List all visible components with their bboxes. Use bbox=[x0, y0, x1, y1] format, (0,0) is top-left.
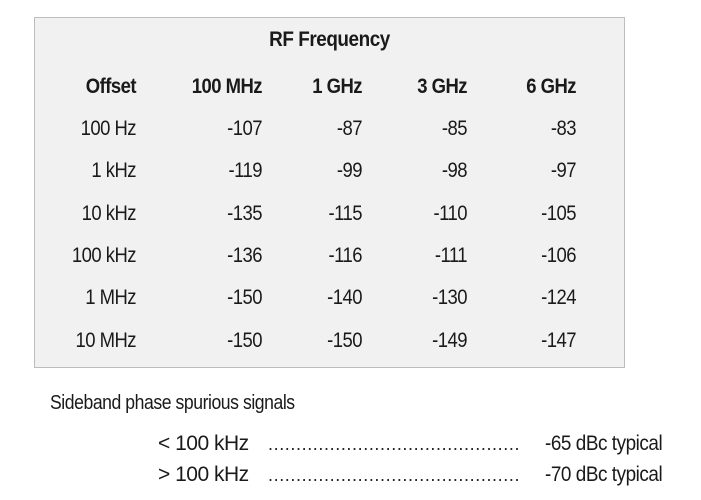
value-cell: -135 bbox=[227, 202, 262, 225]
value-cell: -150 bbox=[227, 329, 262, 352]
value-cell: -85 bbox=[441, 117, 468, 140]
offset-cell: 1 MHz bbox=[85, 286, 136, 309]
offset-cell: 1 kHz bbox=[91, 159, 136, 182]
spurious-value: -65 dBc typical bbox=[544, 432, 663, 455]
value-cell: -107 bbox=[227, 117, 262, 140]
header-100mhz: 100 MHz bbox=[191, 75, 263, 98]
value-cell: -130 bbox=[432, 286, 467, 309]
spurious-condition: < 100 kHz bbox=[158, 432, 249, 455]
value-cell: -98 bbox=[441, 159, 468, 182]
spurious-condition: > 100 kHz bbox=[158, 463, 249, 486]
offset-cell: 100 kHz bbox=[71, 244, 137, 267]
value-cell: -119 bbox=[228, 159, 262, 182]
header-offset: Offset bbox=[85, 75, 137, 98]
value-cell: -105 bbox=[541, 202, 576, 225]
value-cell: -111 bbox=[434, 244, 468, 267]
value-cell: -140 bbox=[327, 286, 362, 309]
value-cell: -147 bbox=[541, 329, 576, 352]
offset-cell: 100 Hz bbox=[80, 117, 137, 140]
value-cell: -87 bbox=[336, 117, 363, 140]
value-cell: -99 bbox=[336, 159, 363, 182]
dot-leader: ........................................… bbox=[268, 465, 520, 485]
spurious-spec-row: > 100 kHz ..............................… bbox=[158, 462, 668, 488]
dot-leader: ........................................… bbox=[268, 434, 520, 454]
offset-cell: 10 MHz bbox=[75, 329, 136, 352]
header-3ghz: 3 GHz bbox=[417, 75, 467, 98]
spurious-value: -70 dBc typical bbox=[544, 463, 663, 486]
header-6ghz: 6 GHz bbox=[526, 75, 576, 98]
phase-noise-table bbox=[34, 17, 625, 368]
value-cell: -83 bbox=[550, 117, 577, 140]
value-cell: -149 bbox=[432, 329, 467, 352]
value-cell: -124 bbox=[541, 286, 576, 309]
value-cell: -115 bbox=[328, 202, 362, 225]
spurious-spec-row: < 100 kHz ..............................… bbox=[158, 431, 668, 457]
table-title: RF Frequency bbox=[269, 28, 390, 51]
value-cell: -110 bbox=[433, 202, 467, 225]
value-cell: -136 bbox=[227, 244, 262, 267]
value-cell: -150 bbox=[327, 329, 362, 352]
header-1ghz: 1 GHz bbox=[312, 75, 362, 98]
spurious-caption: Sideband phase spurious signals bbox=[50, 392, 295, 414]
value-cell: -106 bbox=[541, 244, 576, 267]
value-cell: -116 bbox=[328, 244, 362, 267]
offset-cell: 10 kHz bbox=[81, 202, 137, 225]
value-cell: -150 bbox=[227, 286, 262, 309]
value-cell: -97 bbox=[550, 159, 577, 182]
